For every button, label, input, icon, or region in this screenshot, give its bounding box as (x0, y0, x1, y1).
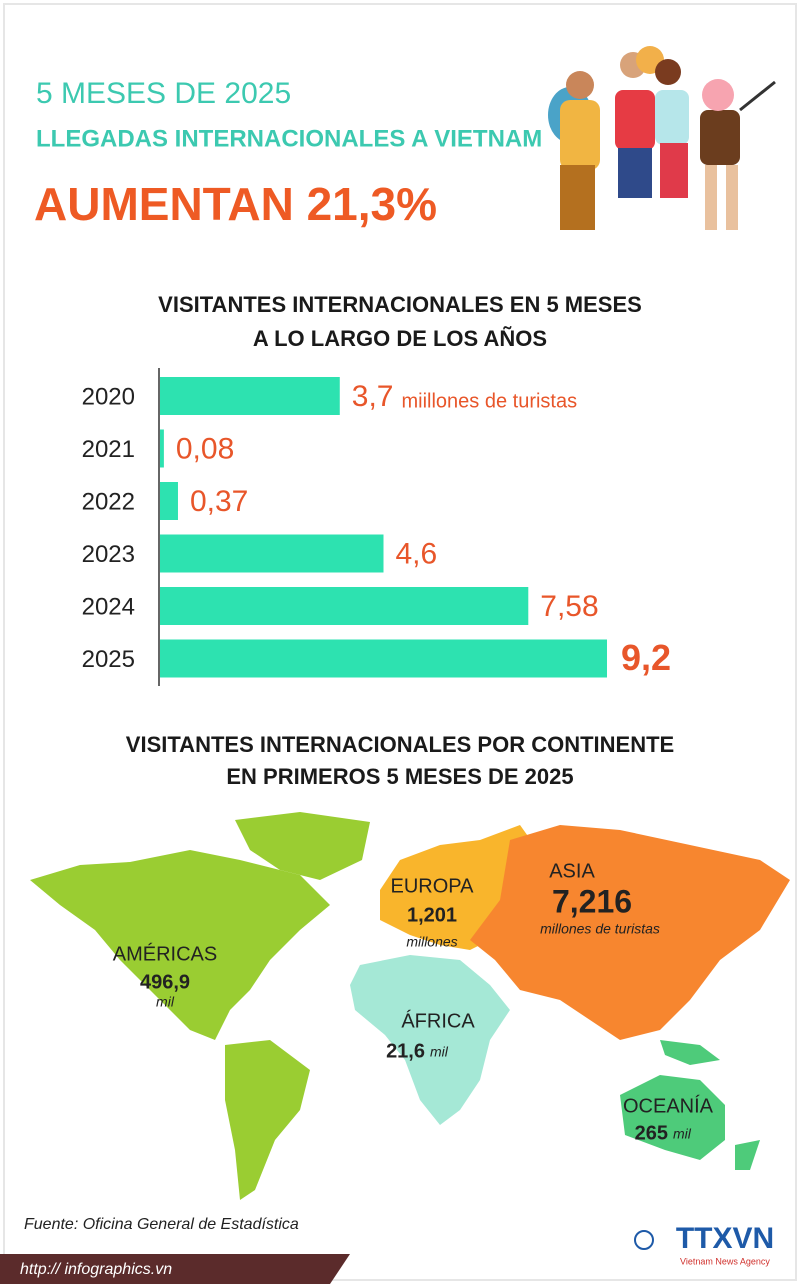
africa (350, 955, 510, 1125)
value-label: 4,6 (396, 537, 438, 570)
url-band (0, 1254, 350, 1284)
y-tick-label: 2020 (82, 383, 135, 410)
new-zealand (735, 1140, 760, 1170)
y-tick-label: 2022 (82, 488, 135, 515)
source: Fuente: Oficina General de Estadística (24, 1216, 299, 1233)
y-tick-label: 2021 (82, 436, 135, 463)
agency-logo: TTXVN (676, 1222, 774, 1255)
value-label: 9,2 (621, 637, 671, 678)
header-line1: 5 MESES DE 2025 (36, 77, 291, 110)
chart-title: VISITANTES INTERNACIONALES EN 5 MESES (158, 292, 642, 317)
url: http:// infographics.vn (20, 1261, 172, 1278)
region-name: EUROPA (391, 875, 475, 897)
greenland (235, 812, 370, 880)
region-name: OCEANÍA (623, 1094, 714, 1117)
y-tick-label: 2024 (82, 593, 135, 620)
region-name: ASIA (549, 860, 595, 882)
bar (160, 482, 178, 520)
world-map (30, 812, 790, 1200)
headline: AUMENTAN 21,3% (34, 178, 437, 230)
y-tick-label: 2025 (82, 646, 135, 673)
australia (620, 1075, 725, 1160)
region-value: 21,6 (386, 1040, 425, 1062)
region-unit: mil (156, 994, 175, 1010)
bar (160, 534, 384, 573)
region-name: AMÉRICAS (113, 942, 217, 965)
region-value: 496,9 (140, 971, 190, 993)
y-tick-label: 2023 (82, 541, 135, 568)
bar (160, 429, 164, 468)
header-line2: LLEGADAS INTERNACIONALES A VIETNAM (36, 125, 542, 152)
value-label: 3,7 (352, 380, 394, 413)
region-unit: mil (430, 1044, 449, 1060)
tourists-illustration (548, 46, 776, 230)
value-label: 7,58 (540, 590, 598, 623)
map-title: VISITANTES INTERNACIONALES POR CONTINENT… (126, 732, 674, 757)
map-title: EN PRIMEROS 5 MESES DE 2025 (226, 764, 573, 789)
islands (660, 1040, 720, 1065)
south-america (225, 1040, 310, 1200)
bar (160, 639, 607, 678)
region-value: 1,201 (407, 904, 457, 926)
region-name: ÁFRICA (401, 1009, 475, 1032)
bar (160, 587, 529, 625)
region-unit: millones (406, 934, 457, 950)
bar-chart: 2020 3,7 miillones de turistas 2021 0,08 2022… (82, 377, 671, 678)
north-america (30, 850, 330, 1040)
value-label: 0,37 (190, 485, 248, 518)
copyright-icon (634, 1230, 654, 1250)
region-unit: mil (673, 1126, 692, 1142)
bar (160, 377, 340, 415)
asia (470, 825, 790, 1040)
value-label: 0,08 (176, 432, 234, 465)
annotation: miillones de turistas (401, 390, 577, 412)
region-unit: millones de turistas (540, 921, 660, 937)
agency-name: Vietnam News Agency (680, 1256, 770, 1266)
region-value: 265 (635, 1122, 668, 1144)
region-value: 7,216 (552, 883, 632, 919)
chart-title: A LO LARGO DE LOS AÑOS (253, 326, 547, 351)
